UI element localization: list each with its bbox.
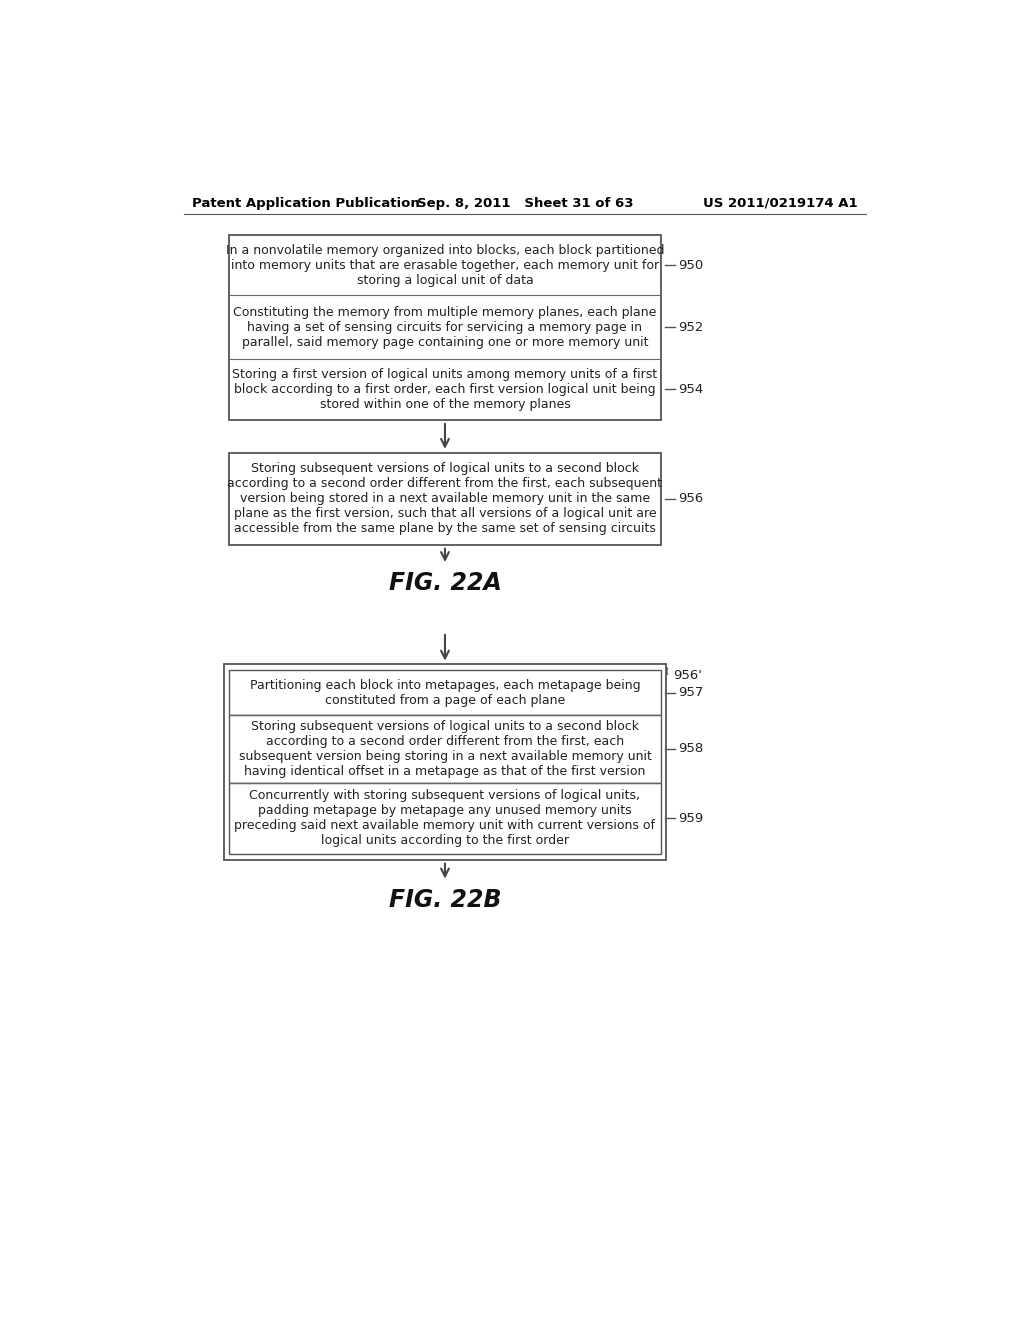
Bar — [228, 235, 662, 420]
Text: Partitioning each block into metapages, each metapage being
constituted from a p: Partitioning each block into metapages, … — [250, 678, 640, 706]
Text: 956': 956' — [674, 669, 702, 682]
Text: 958: 958 — [678, 742, 703, 755]
Bar — [228, 715, 662, 783]
Bar — [228, 671, 662, 715]
Text: 954: 954 — [678, 383, 703, 396]
Text: Storing subsequent versions of logical units to a second block
according to a se: Storing subsequent versions of logical u… — [239, 719, 651, 777]
Text: FIG. 22B: FIG. 22B — [389, 888, 501, 912]
Text: FIG. 22A: FIG. 22A — [388, 572, 502, 595]
Text: 950: 950 — [678, 259, 703, 272]
Text: 956: 956 — [678, 492, 703, 506]
Text: 952: 952 — [678, 321, 703, 334]
Text: 957: 957 — [678, 686, 703, 700]
Text: Constituting the memory from multiple memory planes, each plane
having a set of : Constituting the memory from multiple me… — [233, 305, 656, 348]
Bar — [228, 453, 662, 545]
Text: Sep. 8, 2011   Sheet 31 of 63: Sep. 8, 2011 Sheet 31 of 63 — [417, 197, 633, 210]
Bar — [224, 664, 666, 859]
Text: Concurrently with storing subsequent versions of logical units,
padding metapage: Concurrently with storing subsequent ver… — [234, 789, 655, 847]
Bar — [228, 783, 662, 854]
Text: US 2011/0219174 A1: US 2011/0219174 A1 — [703, 197, 858, 210]
Text: 959: 959 — [678, 812, 703, 825]
Text: In a nonvolatile memory organized into blocks, each block partitioned
into memor: In a nonvolatile memory organized into b… — [225, 244, 665, 286]
Text: Storing subsequent versions of logical units to a second block
according to a se: Storing subsequent versions of logical u… — [227, 462, 663, 535]
Text: Storing a first version of logical units among memory units of a first
block acc: Storing a first version of logical units… — [232, 368, 657, 411]
Text: Patent Application Publication: Patent Application Publication — [191, 197, 419, 210]
